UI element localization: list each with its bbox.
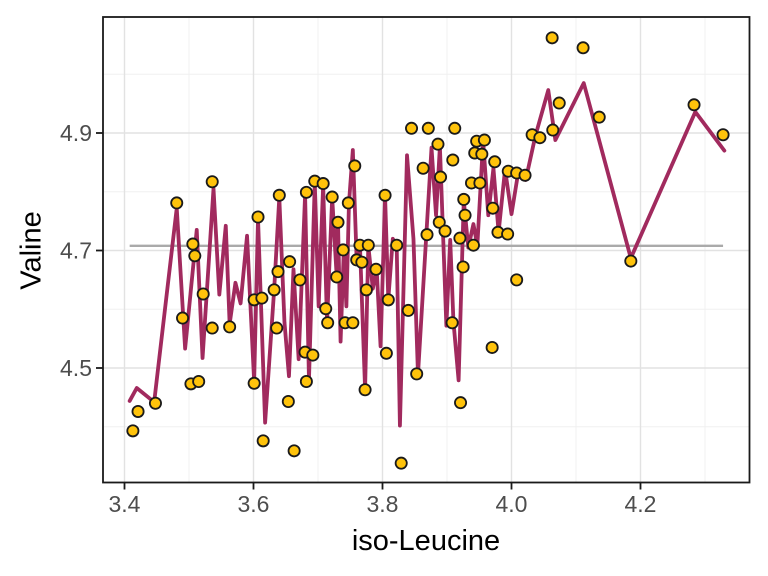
data-point <box>319 302 333 316</box>
data-point <box>552 96 566 110</box>
data-point <box>486 201 500 215</box>
data-point <box>378 188 392 202</box>
data-point <box>330 270 344 284</box>
data-point <box>287 444 301 458</box>
data-point <box>420 228 434 242</box>
data-point <box>518 168 532 182</box>
y-tick-label: 4.9 <box>60 120 92 146</box>
data-point <box>341 196 355 210</box>
x-tick-label: 4.2 <box>625 491 657 517</box>
data-point <box>434 170 448 184</box>
data-point <box>272 188 286 202</box>
data-point <box>394 456 408 470</box>
data-point <box>321 316 335 330</box>
data-point <box>126 424 140 438</box>
data-point <box>431 137 445 151</box>
data-point <box>438 224 452 238</box>
data-point <box>293 273 307 287</box>
data-point <box>454 396 468 410</box>
data-point <box>270 321 284 335</box>
data-point <box>390 238 404 252</box>
data-point <box>624 254 638 268</box>
data-point <box>475 147 489 161</box>
data-point <box>170 196 184 210</box>
data-point <box>256 434 270 448</box>
data-point <box>466 238 480 252</box>
data-point <box>410 367 424 381</box>
data-point <box>283 255 297 269</box>
data-point <box>446 153 460 167</box>
x-tick-label: 4.0 <box>496 491 528 517</box>
y-tick-label: 4.7 <box>60 238 92 264</box>
data-point <box>306 348 320 362</box>
data-point <box>359 283 373 297</box>
y-axis-title: Valine <box>15 211 48 290</box>
data-point <box>361 238 375 252</box>
data-point <box>358 383 372 397</box>
data-point <box>176 311 190 325</box>
data-point <box>592 110 606 124</box>
data-point <box>299 185 313 199</box>
x-tick-label: 3.4 <box>109 491 141 517</box>
data-point <box>267 283 281 297</box>
data-point <box>223 320 237 334</box>
data-point <box>247 376 261 390</box>
data-point <box>369 262 383 276</box>
data-point <box>188 249 202 263</box>
data-point <box>336 243 350 257</box>
data-point <box>348 159 362 173</box>
data-point <box>196 287 210 301</box>
data-point <box>716 128 730 142</box>
data-point <box>401 303 415 317</box>
data-point <box>448 121 462 135</box>
data-point <box>251 210 265 224</box>
data-point <box>477 133 491 147</box>
data-point <box>545 31 559 45</box>
data-point <box>453 231 467 245</box>
data-point <box>546 123 560 137</box>
data-point <box>416 161 430 175</box>
data-point <box>576 41 590 55</box>
data-point <box>281 394 295 408</box>
x-tick-label: 3.8 <box>367 491 399 517</box>
data-point <box>271 265 285 279</box>
data-point <box>501 227 515 241</box>
data-point <box>205 321 219 335</box>
x-tick-label: 3.6 <box>238 491 270 517</box>
data-point <box>381 293 395 307</box>
data-point <box>421 121 435 135</box>
data-point <box>316 177 330 191</box>
data-point <box>379 346 393 360</box>
data-point <box>533 131 547 145</box>
data-point <box>131 404 145 418</box>
data-point <box>205 175 219 189</box>
data-point <box>488 155 502 169</box>
data-point <box>148 396 162 410</box>
data-point <box>346 316 360 330</box>
x-axis-title: iso-Leucine <box>351 525 501 557</box>
data-point <box>405 121 419 135</box>
y-tick-label: 4.5 <box>60 355 92 381</box>
data-point <box>687 98 701 112</box>
data-point <box>186 237 200 251</box>
data-point <box>485 340 499 354</box>
data-point <box>473 176 487 190</box>
data-point <box>331 215 345 229</box>
data-point <box>325 190 339 204</box>
data-point <box>299 375 313 389</box>
data-point <box>510 273 524 287</box>
data-point <box>457 192 471 206</box>
data-point <box>456 260 470 274</box>
data-point <box>458 208 472 222</box>
data-point <box>192 375 206 389</box>
data-point <box>255 291 269 305</box>
data-point <box>445 316 459 330</box>
data-point <box>432 215 446 229</box>
data-point <box>355 255 369 269</box>
